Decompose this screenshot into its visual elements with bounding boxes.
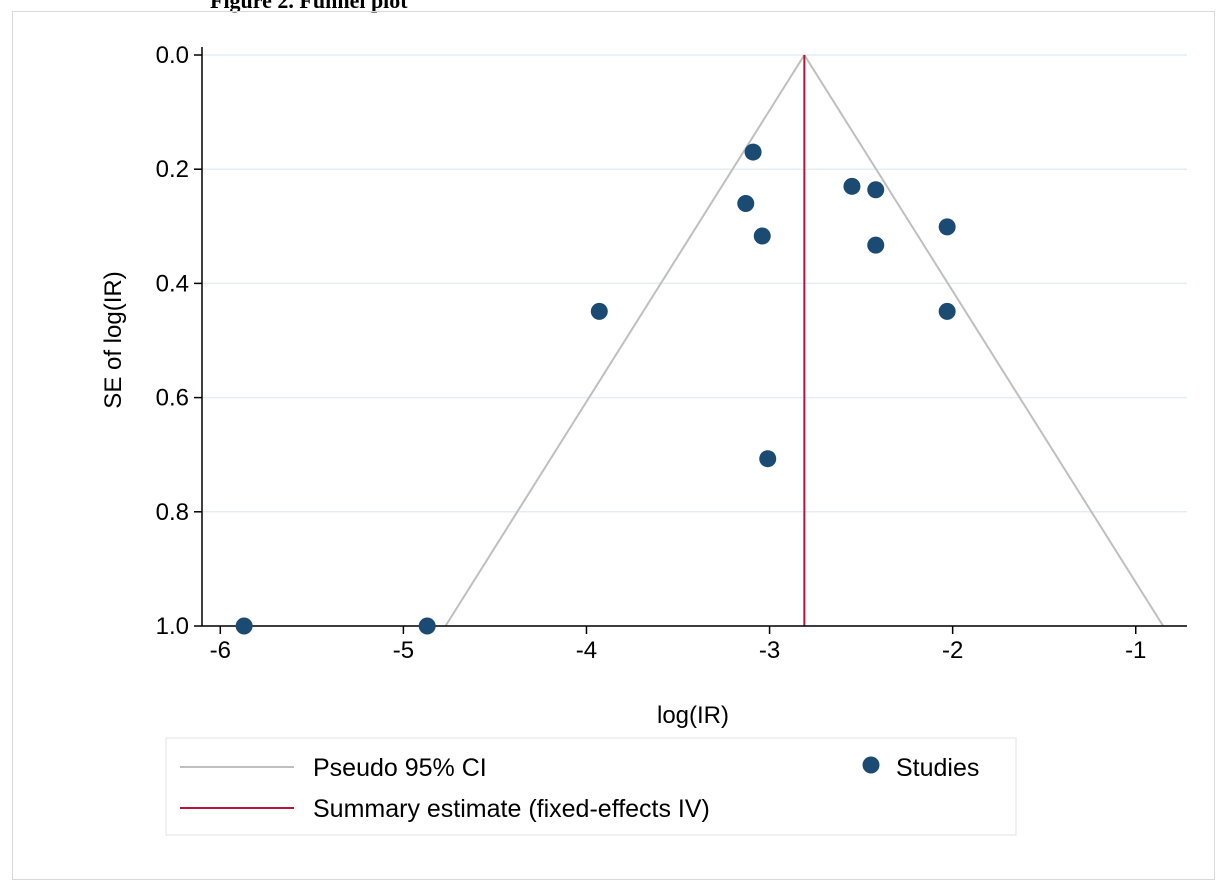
y-axis-title: SE of log(IR) bbox=[100, 271, 127, 408]
study-point-1 bbox=[737, 194, 755, 212]
legend-swatch-studies bbox=[862, 756, 880, 774]
study-point-10 bbox=[235, 617, 253, 635]
legend-label-summary: Summary estimate (fixed-effects IV) bbox=[313, 795, 710, 823]
legend-box bbox=[165, 737, 1017, 836]
gridlines bbox=[202, 54, 1187, 627]
y-tick-label-1: 0.2 bbox=[156, 156, 189, 183]
study-point-9 bbox=[759, 450, 777, 468]
pseudo-ci-right-line bbox=[803, 54, 1165, 627]
pseudo-ci-lines bbox=[444, 54, 1165, 627]
y-tick-label-4: 0.8 bbox=[156, 499, 189, 526]
chart-frame bbox=[12, 11, 1215, 880]
study-point-5 bbox=[867, 236, 885, 254]
study-point-3 bbox=[843, 177, 861, 195]
study-point-8 bbox=[590, 302, 608, 320]
y-tick-label-0: 0.0 bbox=[156, 42, 189, 69]
pseudo-ci-left-line bbox=[444, 54, 806, 627]
x-tick-label-2: -4 bbox=[576, 637, 597, 664]
legend-label-pseudo-ci: Pseudo 95% CI bbox=[313, 754, 487, 782]
x-tick-label-0: -6 bbox=[210, 637, 231, 664]
x-tick-label-1: -5 bbox=[393, 637, 414, 664]
study-point-11 bbox=[418, 617, 436, 635]
study-point-2 bbox=[753, 227, 771, 245]
study-points bbox=[235, 143, 956, 635]
study-point-4 bbox=[867, 181, 885, 199]
axes: 0.0 0.2 0.4 0.6 0.8 1.0 -6 -5 -4 -3 -2 -1 bbox=[156, 42, 1187, 664]
legend: Pseudo 95% CI Summary estimate (fixed-ef… bbox=[165, 737, 1017, 836]
y-tick-label-2: 0.4 bbox=[156, 270, 189, 297]
x-tick-label-3: -3 bbox=[759, 637, 780, 664]
x-tick-label-5: -1 bbox=[1125, 637, 1146, 664]
study-point-0 bbox=[744, 143, 762, 161]
cut-off-header: Figure 2. Funnel plot bbox=[0, 0, 1216, 24]
x-axis-title: log(IR) bbox=[657, 702, 729, 729]
cut-off-figure-title: Figure 2. Funnel plot bbox=[210, 0, 408, 13]
y-tick-label-3: 0.6 bbox=[156, 385, 189, 412]
study-point-6 bbox=[938, 218, 956, 236]
study-point-7 bbox=[938, 302, 956, 320]
legend-label-studies: Studies bbox=[896, 754, 979, 782]
x-tick-label-4: -2 bbox=[942, 637, 963, 664]
y-tick-label-5: 1.0 bbox=[156, 613, 189, 640]
